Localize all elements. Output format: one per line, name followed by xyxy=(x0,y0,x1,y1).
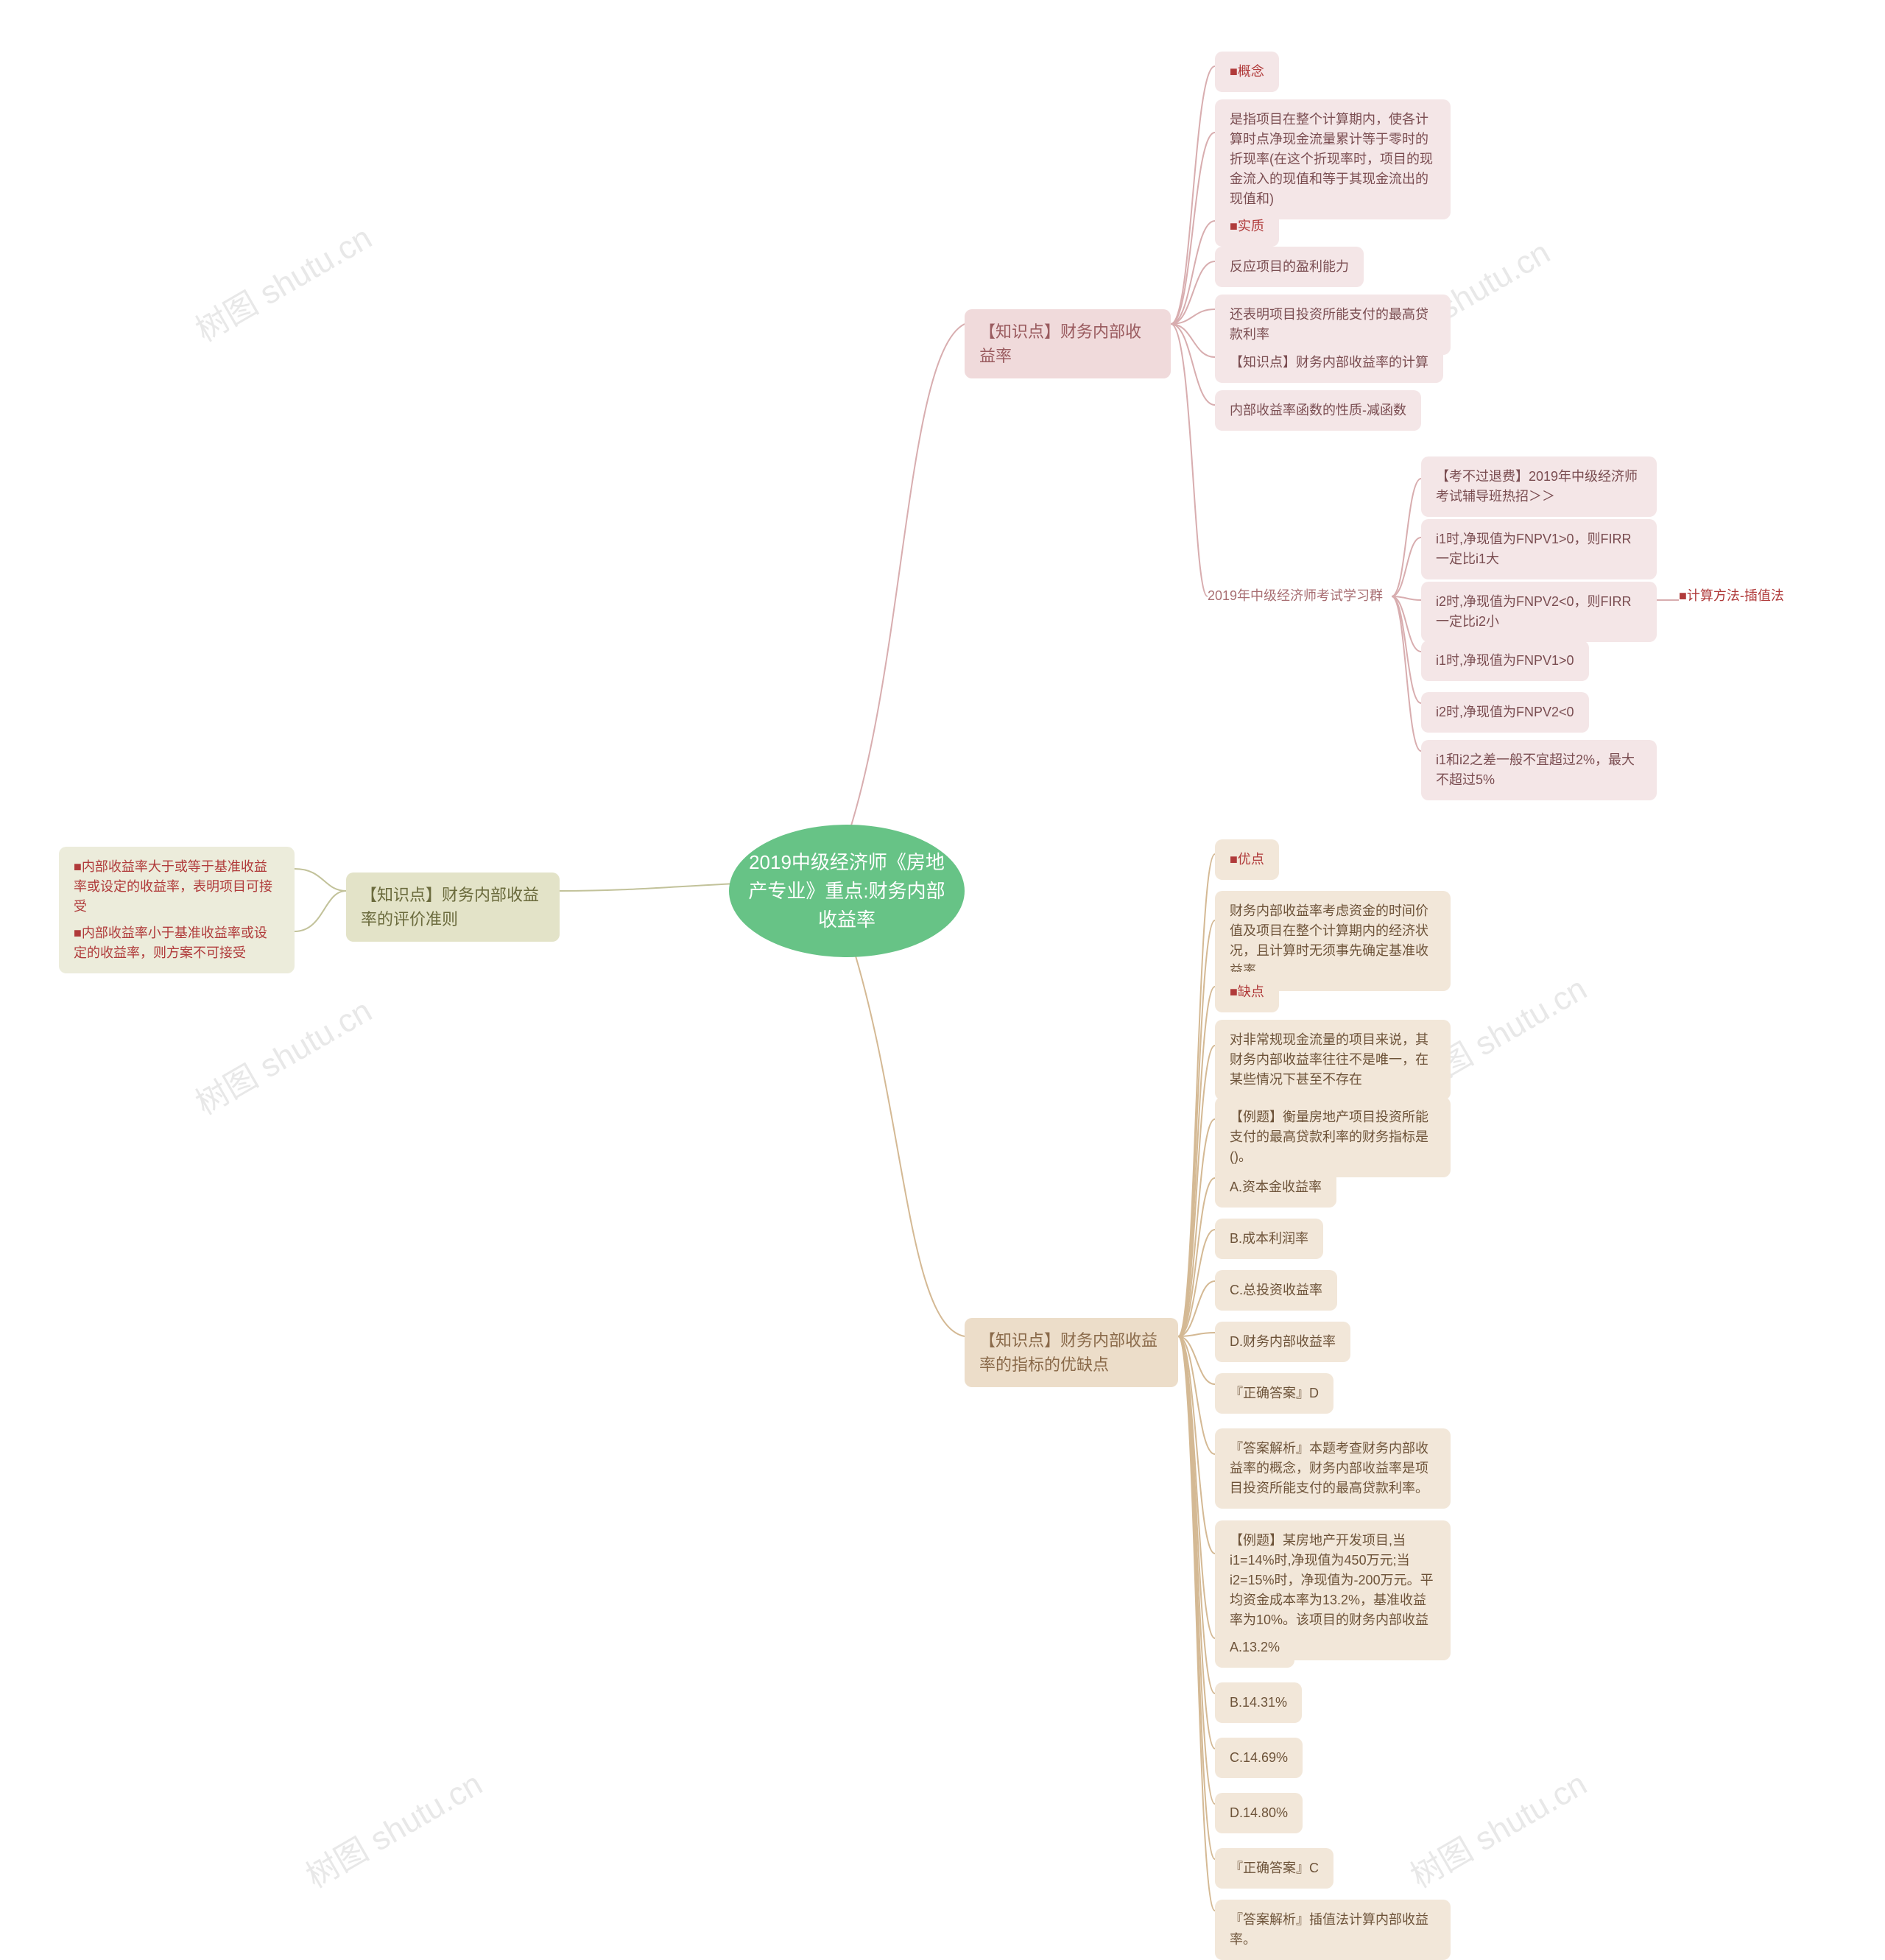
leaf-tan-12[interactable]: A.13.2% xyxy=(1215,1627,1294,1668)
leaf-tan-15[interactable]: D.14.80% xyxy=(1215,1793,1303,1833)
leaf-pink-5[interactable]: 【知识点】财务内部收益率的计算 xyxy=(1215,342,1443,383)
leaf-tan-8[interactable]: D.财务内部收益率 xyxy=(1215,1322,1350,1362)
leaf-olive-1[interactable]: ■内部收益率小于基准收益率或设定的收益率，则方案不可接受 xyxy=(59,913,295,973)
leaf-tan-7[interactable]: C.总投资收益率 xyxy=(1215,1270,1337,1311)
leaf-pink-sub-3[interactable]: i1时,净现值为FNPV1>0 xyxy=(1421,641,1589,681)
root-node[interactable]: 2019中级经济师《房地产专业》重点:财务内部收益率 xyxy=(729,825,965,957)
leaf-tan-10[interactable]: 『答案解析』本题考查财务内部收益率的概念，财务内部收益率是项目投资所能支付的最高… xyxy=(1215,1428,1451,1509)
sub-branch-pink[interactable]: 2019年中级经济师考试学习群 xyxy=(1208,585,1392,604)
leaf-tan-5[interactable]: A.资本金收益率 xyxy=(1215,1167,1336,1208)
leaf-pink-sub-4[interactable]: i2时,净现值为FNPV2<0 xyxy=(1421,692,1589,733)
branch-tan[interactable]: 【知识点】财务内部收益率的指标的优缺点 xyxy=(965,1318,1178,1387)
leaf-pink-sub-2[interactable]: i2时,净现值为FNPV2<0，则FIRR一定比i2小 xyxy=(1421,582,1657,642)
leaf-tan-13[interactable]: B.14.31% xyxy=(1215,1682,1302,1723)
watermark: 树图 shutu.cn xyxy=(186,212,379,351)
leaf-tan-14[interactable]: C.14.69% xyxy=(1215,1738,1303,1778)
leaf-pink-sub-1[interactable]: i1时,净现值为FNPV1>0，则FIRR一定比i1大 xyxy=(1421,519,1657,579)
branch-olive[interactable]: 【知识点】财务内部收益率的评价准则 xyxy=(346,873,560,942)
leaf-tan-17[interactable]: 『答案解析』插值法计算内部收益率。 xyxy=(1215,1900,1451,1960)
leaf-pink-0[interactable]: ■概念 xyxy=(1215,52,1279,92)
leaf-pink-3[interactable]: 反应项目的盈利能力 xyxy=(1215,247,1364,287)
mindmap-connectors xyxy=(0,0,1885,1959)
leaf-pink-sub-5[interactable]: i1和i2之差一般不宜超过2%，最大不超过5% xyxy=(1421,740,1657,800)
branch-pink[interactable]: 【知识点】财务内部收益率 xyxy=(965,309,1171,378)
leaf-tan-6[interactable]: B.成本利润率 xyxy=(1215,1219,1323,1259)
watermark: 树图 shutu.cn xyxy=(1400,1758,1594,1897)
leaf-pink-6[interactable]: 内部收益率函数的性质-减函数 xyxy=(1215,390,1421,431)
leaf-tan-3[interactable]: 对非常规现金流量的项目来说，其财务内部收益率往往不是唯一，在某些情况下甚至不存在 xyxy=(1215,1020,1451,1100)
watermark: 树图 shutu.cn xyxy=(186,985,379,1124)
leaf-pink-1[interactable]: 是指项目在整个计算期内，使各计算时点净现金流量累计等于零时的折现率(在这个折现率… xyxy=(1215,99,1451,219)
leaf-tan-0[interactable]: ■优点 xyxy=(1215,839,1279,880)
leaf-tan-9[interactable]: 『正确答案』D xyxy=(1215,1373,1333,1414)
leaf-tan-2[interactable]: ■缺点 xyxy=(1215,972,1279,1012)
leaf-pink-2[interactable]: ■实质 xyxy=(1215,206,1279,247)
leaf-pink-sub-0[interactable]: 【考不过退费】2019年中级经济师考试辅导班热招＞＞ xyxy=(1421,456,1657,517)
leaf-tan-16[interactable]: 『正确答案』C xyxy=(1215,1848,1333,1889)
leaf-tan-4[interactable]: 【例题】衡量房地产项目投资所能支付的最高贷款利率的财务指标是()。 xyxy=(1215,1097,1451,1177)
watermark: 树图 shutu.cn xyxy=(296,1758,490,1897)
side-label-pink[interactable]: ■计算方法-插值法 xyxy=(1679,585,1784,604)
